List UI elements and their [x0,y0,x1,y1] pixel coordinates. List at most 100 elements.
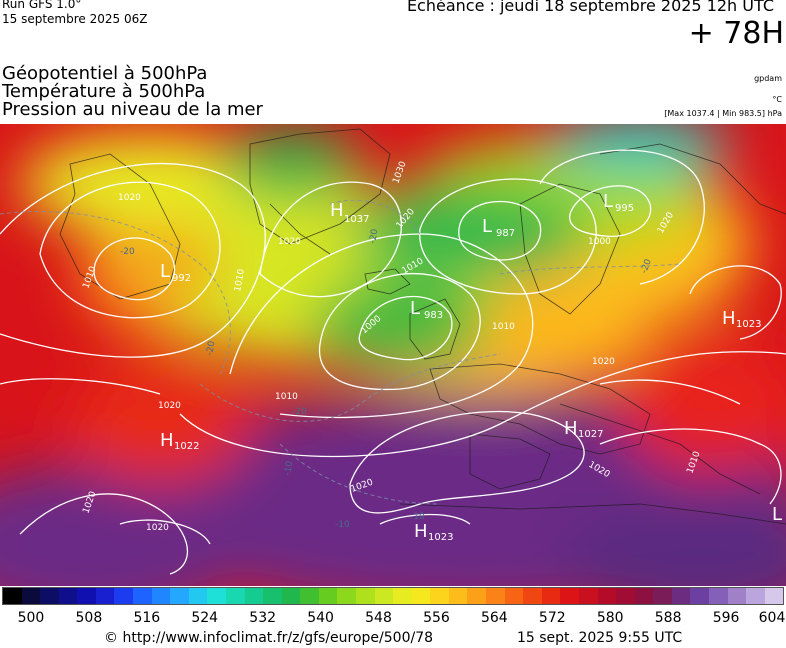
colorbar-swatch [541,588,561,604]
colorbar-tick-label: 548 [365,610,392,626]
colorbar-swatch [281,588,301,604]
temperature-label: -20 [120,247,135,257]
svg-text:987: 987 [496,228,515,239]
colorbar-swatch [225,588,245,604]
colorbar-tick-label: 564 [480,610,508,626]
colorbar-swatch [151,588,171,604]
temperature-label: -10 [410,512,425,522]
svg-text:H: H [564,418,578,439]
temperature-label: -10 [283,460,295,476]
isobar-label: 1010 [275,392,298,402]
colorbar-swatch [300,588,319,604]
colorbar-swatch [616,588,635,604]
temperature-unit: °C [772,95,782,104]
colorbar-tick-label: 604 [758,610,786,626]
colorbar-swatch [671,588,691,604]
parameter-temperature: Température à 500hPa [2,81,206,102]
colorbar-swatch [430,588,449,604]
colorbar-swatch [170,588,189,604]
parameter-pressure: Pression au niveau de la mer [2,99,263,120]
source-url[interactable]: © http://www.infoclimat.fr/z/gfs/europe/… [104,630,434,646]
svg-text:H: H [414,521,428,542]
lead-time: + 78H [688,16,784,51]
colorbar-swatch [207,588,226,604]
colorbar-tick-label: 532 [249,610,277,626]
colorbar-swatch [318,588,338,604]
colorbar-swatch [77,588,96,604]
pressure-centre-low: L 992 [160,261,191,284]
colorbar-tick-label: 588 [654,610,682,626]
colorbar-swatch [244,588,264,604]
colorbar-swatch [188,588,208,604]
colorbar-swatch [58,588,78,604]
colorbar-swatch [597,588,617,604]
colorbar-swatch [21,588,41,604]
svg-text:L: L [603,191,613,212]
colorbar-swatch [504,588,524,604]
svg-text:995: 995 [615,203,634,214]
pressure-centre-high: H 1023 [722,308,761,330]
isobar-label: 1020 [146,523,169,533]
colorbar-swatch [355,588,375,604]
colorbar-swatch [411,588,431,604]
colorbar-swatch [467,588,487,604]
temperature-label: -20 [292,407,307,417]
pressure-centre-low: L 983 [410,298,443,321]
pressure-centre-high: H 1027 [564,418,603,440]
svg-text:L: L [410,298,420,319]
run-date-label: 15 septembre 2025 06Z [2,12,148,26]
svg-text:1023: 1023 [428,532,453,543]
temperature-label: -20 [368,228,380,244]
colorbar-swatch [560,588,579,604]
geopotential-colorbar [2,587,784,605]
isobar-label: 1010 [233,268,247,293]
pressure-centre-low: L [772,504,782,525]
svg-text:H: H [722,308,736,329]
colorbar-swatch [393,588,412,604]
parameter-geopotential: Géopotentiel à 500hPa [2,63,208,84]
temperature-label: -10 [335,520,350,530]
pressure-centre-low: L 987 [482,216,515,239]
temperature-label: -20 [205,340,217,356]
colorbar-tick-label: 516 [133,610,161,626]
geopotential-unit: gpdam [754,74,782,83]
colorbar-swatch [486,588,505,604]
temperature-label: -20 [639,258,654,275]
forecast-valid-time: Echéance : jeudi 18 septembre 2025 12h U… [406,0,774,15]
colorbar-tick-label: 508 [75,610,103,626]
svg-text:1027: 1027 [578,429,603,440]
svg-text:992: 992 [172,273,191,284]
colorbar-swatch [708,588,728,604]
svg-text:L: L [160,261,170,282]
colorbar-swatch [448,588,468,604]
colorbar-swatch [374,588,394,604]
run-model-label: Run GFS 1.0° [2,0,82,11]
colorbar-tick-label: 540 [307,610,334,626]
pressure-centre-low: L 995 [603,191,634,214]
isobar-label: 1020 [592,357,615,367]
colorbar-swatch [133,588,152,604]
colorbar-swatch [3,588,22,604]
svg-text:L: L [772,504,782,525]
isobar-label: 1000 [588,237,611,247]
colorbar-swatch [95,588,115,604]
svg-text:H: H [330,200,344,221]
generation-timestamp: 15 sept. 2025 9:55 UTC [517,630,683,646]
colorbar-swatch [653,588,672,604]
pressure-centre-high: H 1037 [330,200,369,225]
isobar-label: 1020 [278,237,301,247]
colorbar-swatch [634,588,654,604]
colorbar-swatch [746,588,765,604]
weather-map: 1020 1010 1020 1030 1020 1010 1010 1000 … [0,124,786,586]
colorbar-swatch [40,588,59,604]
svg-text:L: L [482,216,492,237]
colorbar-tick-label: 580 [596,610,624,626]
colorbar-tick-label: 524 [191,610,219,626]
colorbar-swatch [337,588,356,604]
colorbar-tick-label: 500 [17,610,45,626]
svg-text:H: H [160,430,174,451]
pressure-centre-high: H 1023 [414,521,453,543]
colorbar-swatch [263,588,282,604]
isobar-label: 1020 [158,401,181,411]
colorbar-swatch [690,588,709,604]
